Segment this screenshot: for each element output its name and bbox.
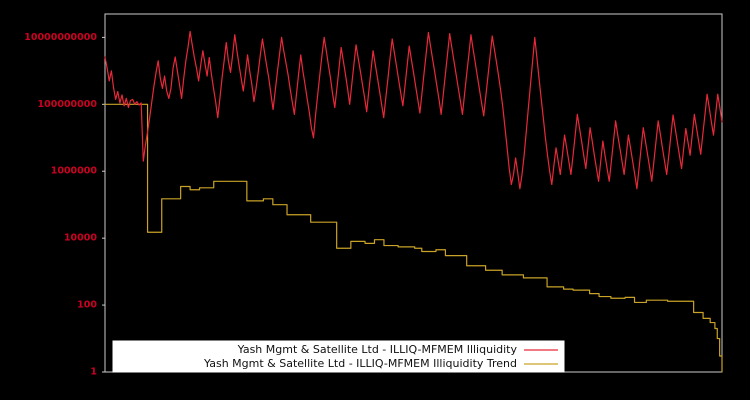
y-axis-tick-label: 1000000 bbox=[51, 166, 98, 177]
y-axis-tick-label: 100 bbox=[77, 300, 97, 311]
y-axis-tick-label: 100000000 bbox=[38, 99, 98, 110]
y-axis-tick-label: 10000000000 bbox=[24, 32, 97, 43]
chart-legend[interactable]: Yash Mgmt & Satellite Ltd - ILLIQ-MFMEM … bbox=[112, 340, 565, 373]
y-axis-tick-label: 10000 bbox=[64, 233, 97, 244]
y-axis-tick-marks bbox=[102, 36, 105, 373]
y-axis-tick-labels: 10000000000 100000000 1000000 10000 100 1 bbox=[24, 32, 97, 378]
legend-label-illiquidity-trend: Yash Mgmt & Satellite Ltd - ILLIQ-MFMEM … bbox=[203, 357, 517, 370]
series-line-illiquidity bbox=[104, 30, 723, 190]
legend-background bbox=[112, 340, 565, 373]
series-line-illiquidity-trend bbox=[104, 103, 723, 373]
legend-label-illiquidity: Yash Mgmt & Satellite Ltd - ILLIQ-MFMEM … bbox=[237, 343, 518, 356]
plot-area-background bbox=[105, 14, 722, 372]
y-axis-tick-label: 1 bbox=[90, 367, 97, 378]
